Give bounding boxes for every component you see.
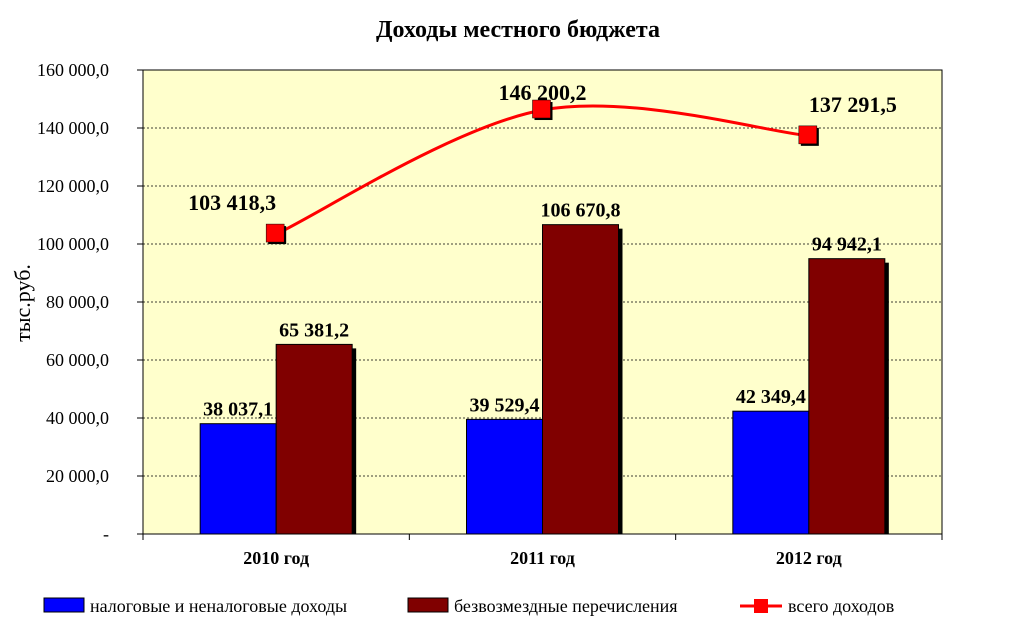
x-axis: 2010 год 2011 год 2012 год [142, 534, 943, 568]
y-tick-label: 100 000,0 [37, 234, 109, 254]
bar [466, 418, 543, 535]
total-value-label: 146 200,2 [499, 80, 587, 105]
x-tick-label: 2010 год [243, 548, 309, 568]
y-axis-label: тыс.руб. [10, 264, 35, 342]
y-tick-label: 60 000,0 [46, 350, 109, 370]
y-tick-label: 20 000,0 [46, 466, 109, 486]
legend-label: налоговые и неналоговые доходы [90, 596, 347, 616]
bar [808, 258, 886, 535]
y-tick-label: 140 000,0 [37, 118, 109, 138]
legend: налоговые и неналоговые доходы безвозмезд… [43, 596, 894, 616]
bar [732, 410, 810, 535]
bar-value-label: 39 529,4 [470, 394, 540, 416]
x-tick-label: 2011 год [510, 548, 575, 568]
bars [199, 224, 889, 535]
bar-value-label: 38 037,1 [203, 399, 273, 421]
y-tick-label: 40 000,0 [46, 408, 109, 428]
chart-title: Доходы местного бюджета [376, 17, 660, 43]
data-labels: 38 037,1 39 529,4 42 349,4 65 381,2 106 670,… [188, 80, 897, 421]
y-tick-label: - [103, 524, 109, 544]
bar [199, 423, 277, 535]
bar-value-label: 106 670,8 [541, 200, 621, 222]
x-tick-label: 2012 год [776, 548, 842, 568]
y-axis: - 20 000,0 40 000,0 60 000,0 80 000,0 100 000… [37, 60, 143, 544]
total-marker [798, 125, 818, 145]
total-line [265, 99, 819, 245]
legend-label: безвозмездные перечисления [454, 596, 678, 616]
bar-value-label: 42 349,4 [736, 386, 806, 408]
legend-marker [754, 599, 768, 613]
legend-swatch [43, 597, 85, 613]
legend-swatch [407, 597, 449, 613]
total-marker [532, 99, 551, 119]
total-value-label: 137 291,5 [809, 92, 897, 117]
total-value-label: 103 418,3 [188, 190, 276, 215]
y-tick-label: 160 000,0 [37, 60, 109, 80]
total-marker [265, 223, 285, 243]
legend-item: всего доходов [740, 596, 894, 616]
bar-value-label: 94 942,1 [812, 234, 882, 256]
y-tick-label: 80 000,0 [46, 292, 109, 312]
bar [275, 343, 353, 535]
legend-item: безвозмездные перечисления [407, 596, 678, 616]
y-tick-label: 120 000,0 [37, 176, 109, 196]
bar-value-label: 65 381,2 [279, 319, 349, 341]
bar [542, 224, 619, 535]
legend-label: всего доходов [788, 596, 894, 616]
legend-item: налоговые и неналоговые доходы [43, 596, 347, 616]
